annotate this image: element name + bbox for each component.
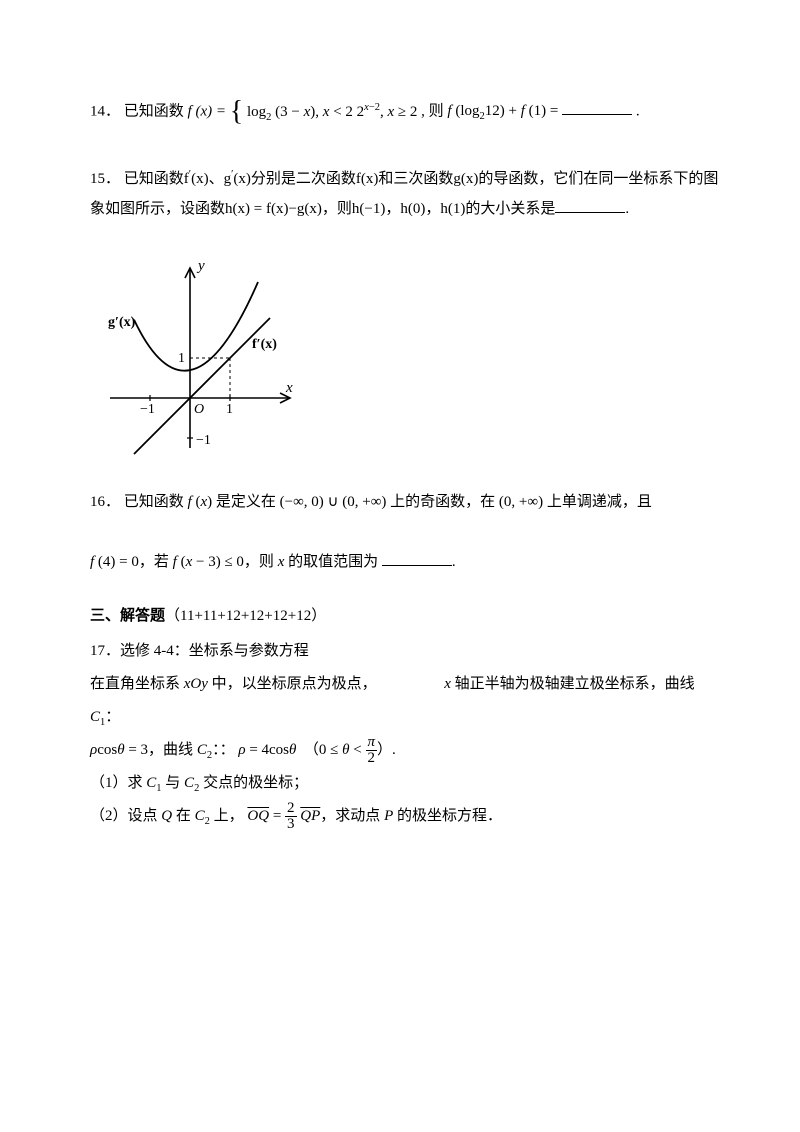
tick-y1: 1 [178, 351, 185, 366]
text: 已知函数 [124, 103, 188, 119]
graph-svg: y x O g′(x) f′(x) −1 1 1 −1 [100, 248, 300, 468]
frac-den: 2 [366, 751, 378, 766]
text: ， [385, 201, 400, 217]
f-prime-label: f′(x) [252, 337, 277, 352]
text: 轴正半轴为极轴建立极坐标系，曲线 [451, 676, 695, 692]
tick-ym1: −1 [196, 433, 211, 448]
text: . [636, 103, 640, 119]
text: ： [105, 709, 120, 725]
section-3-heading: 三、解答题（11+11+12+12+12+12） [90, 601, 720, 631]
text: 分别是二次函数 [251, 171, 356, 187]
text: 的大小关系是 [465, 201, 555, 217]
vector-oq: OQ [247, 808, 269, 824]
answer-blank[interactable] [555, 197, 625, 213]
problem-number: 17． [90, 643, 120, 659]
subtitle: 选修 4-4：坐标系与参数方程 [120, 643, 309, 659]
text: 在直角坐标系 [90, 676, 184, 692]
equals: = [269, 808, 285, 824]
problem-number: 15． [90, 171, 120, 187]
text: 交点的极坐标； [199, 775, 308, 791]
tick-xm1: −1 [140, 402, 155, 417]
text: （2）设点 [90, 808, 161, 824]
text: 已知函数 [124, 494, 188, 510]
text: ）. [377, 742, 396, 758]
text: 上， [210, 808, 248, 824]
text: （1）求 [90, 775, 146, 791]
text: 和三次函数 [378, 171, 453, 187]
text: 象如图所示，设函数 [90, 201, 225, 217]
problem-17: 17．选修 4-4：坐标系与参数方程 在直角坐标系 xOy 中，以坐标原点为极点… [90, 635, 720, 833]
piecewise-top: log2 (3 − x), x < 2 [247, 104, 353, 120]
problem-number: 14． [90, 103, 120, 119]
text: 与 [162, 775, 185, 791]
piecewise-bottom: 2x−2, x ≥ 2 [357, 104, 418, 120]
text: ， [425, 201, 440, 217]
text: （ [304, 742, 319, 758]
problem-16: 16． 已知函数 f (x) 是定义在 (−∞, 0) ∪ (0, +∞) 上的… [90, 487, 720, 577]
frac-den: 3 [285, 817, 297, 832]
tick-x1: 1 [226, 402, 233, 417]
text: ，则 [322, 201, 352, 217]
text: 上的奇函数，在 [386, 494, 499, 510]
answer-blank[interactable] [562, 99, 632, 115]
answer-blank[interactable] [382, 550, 452, 566]
text: ，曲线 [148, 742, 197, 758]
text: 的取值范围为 [284, 554, 382, 570]
text: 的导函数，它们在同一坐标系下的图 [478, 171, 718, 187]
text: 的极坐标方程． [393, 808, 502, 824]
frac-num: 2 [285, 801, 297, 817]
page-content: 14． 已知函数 f (x) = { log2 (3 − x), x < 2 2… [0, 0, 800, 833]
text: 、 [209, 171, 224, 187]
text: , 则 [421, 103, 447, 119]
y-axis-label: y [196, 258, 205, 274]
text: 上单调递减，且 [543, 494, 652, 510]
x-axis-label: x [285, 380, 293, 396]
text: ，求动点 [320, 808, 384, 824]
text: ，若 [139, 554, 173, 570]
section-title: 三、解答题 [90, 608, 165, 624]
vector-qp: QP [300, 808, 320, 824]
section-marks: （11+11+12+12+12+12） [165, 608, 326, 624]
problem-15: 15． 已知函数f′(x)、g′(x)分别是二次函数f(x)和三次函数g(x)的… [90, 164, 720, 224]
problem-number: 16． [90, 494, 120, 510]
text: ： [220, 742, 239, 758]
text: ，则 [244, 554, 278, 570]
text: 中，以坐标原点为极点， [208, 676, 377, 692]
g-prime-label: g′(x) [108, 315, 136, 330]
text: 已知函数 [124, 171, 184, 187]
text: 是定义在 [212, 494, 280, 510]
origin-label: O [194, 402, 204, 417]
text: . [625, 201, 629, 217]
text: 在 [172, 808, 195, 824]
derivative-graph: y x O g′(x) f′(x) −1 1 1 −1 [100, 248, 720, 473]
frac-num: π [366, 735, 378, 751]
text: x [444, 676, 451, 692]
text: ： [212, 742, 220, 758]
text: . [452, 554, 456, 570]
problem-14: 14． 已知函数 f (x) = { log2 (3 − x), x < 2 2… [90, 84, 720, 140]
